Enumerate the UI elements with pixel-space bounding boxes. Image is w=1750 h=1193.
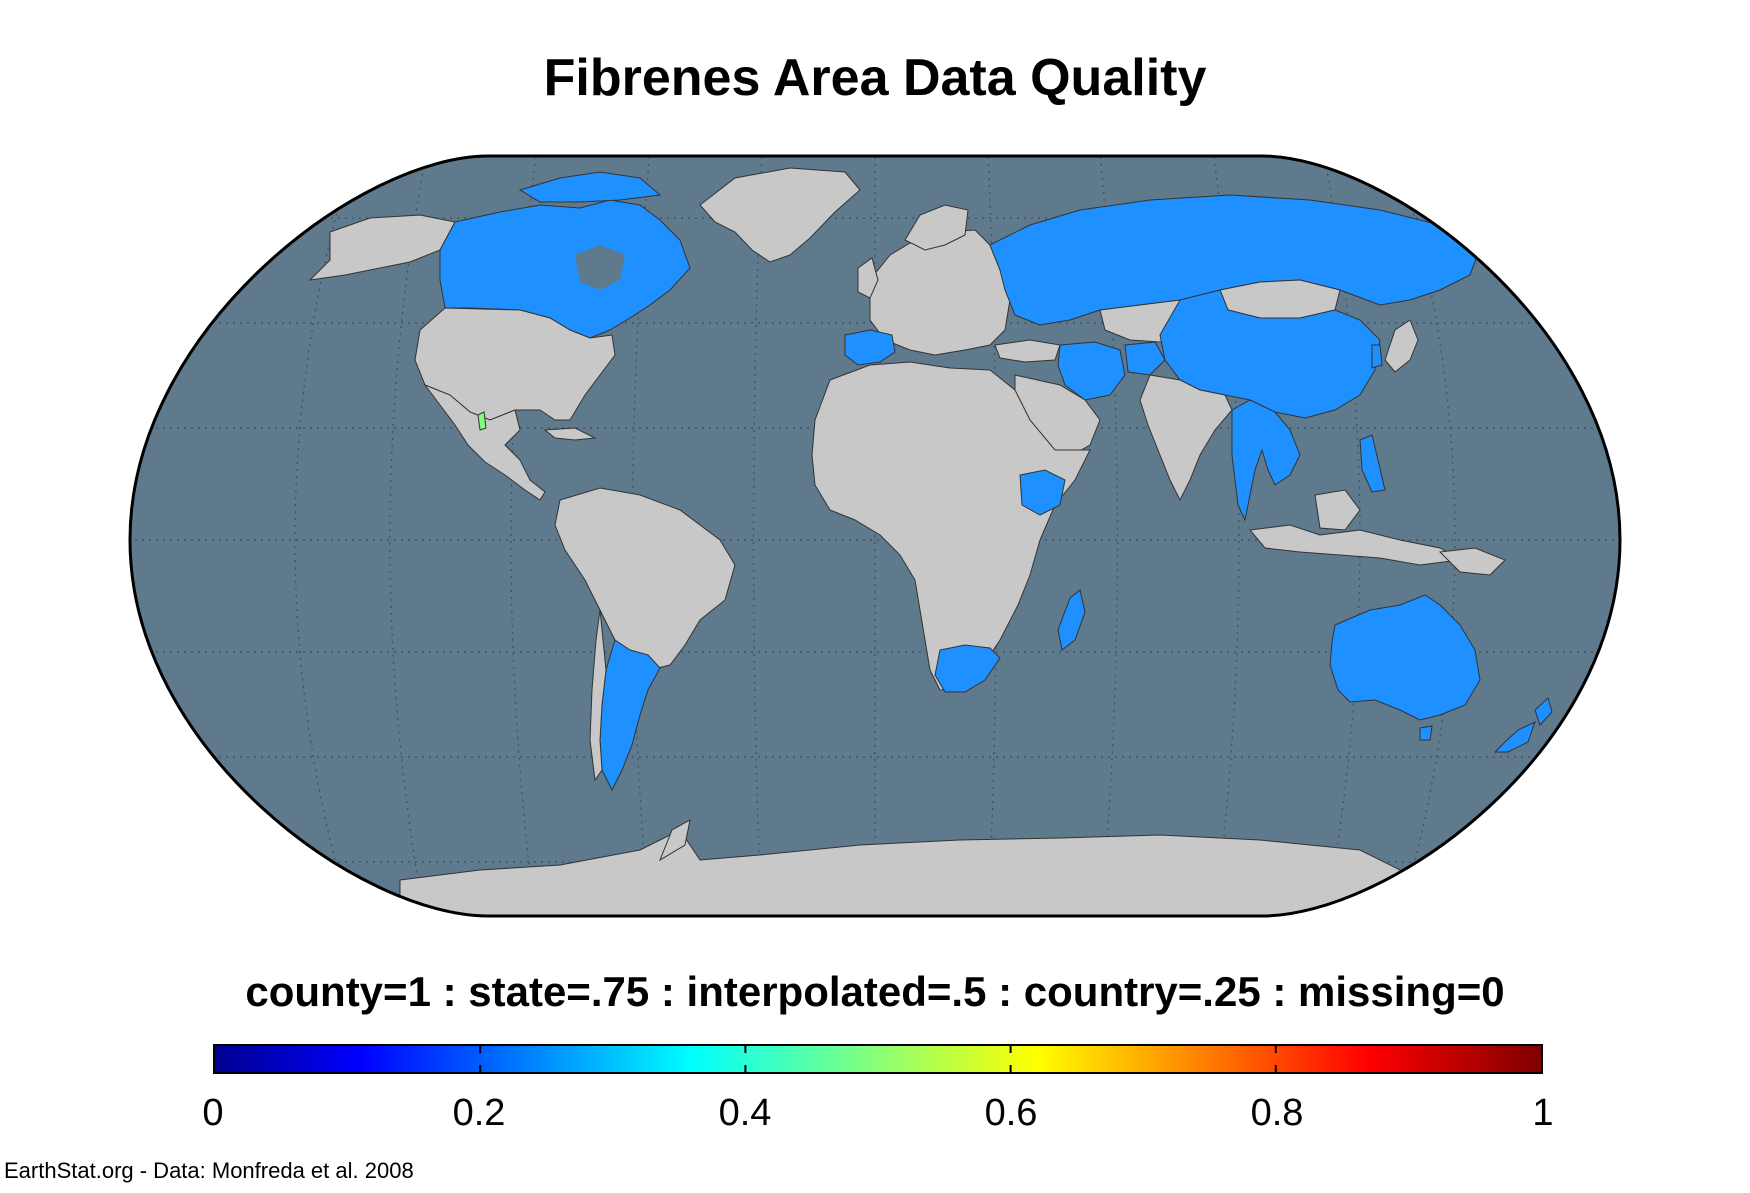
hudson-bay — [575, 245, 625, 290]
colorbar-tick-label: 0 — [202, 1092, 224, 1134]
alaska — [308, 214, 456, 281]
colorbar-tick-label: 1 — [1532, 1092, 1554, 1134]
ethiopia — [1019, 469, 1066, 516]
colorbar-tick-label: 0.2 — [452, 1092, 506, 1134]
legend-title: county=1 : state=.75 : interpolated=.5 :… — [245, 968, 1505, 1015]
colorbar-tick-label: 0.4 — [718, 1092, 772, 1134]
scandinavia — [904, 204, 969, 251]
korea — [1371, 344, 1383, 369]
mexico — [423, 383, 546, 501]
south-africa — [934, 644, 1001, 693]
antarctic-peninsula — [658, 819, 691, 862]
map-title: Fibrenes Area Data Quality — [543, 49, 1207, 107]
colorbar-tick-label: 0.8 — [1250, 1092, 1304, 1134]
cuba — [543, 427, 597, 441]
borneo — [1314, 489, 1361, 531]
chile — [589, 609, 607, 782]
colorbar-gradient — [215, 1046, 1541, 1072]
russia — [989, 194, 1481, 326]
philippines — [1359, 434, 1386, 493]
landmasses — [308, 167, 1553, 916]
turkey — [994, 339, 1061, 363]
canada-arctic-islands — [518, 171, 662, 203]
afghanistan — [1124, 341, 1166, 376]
interpolated-region — [477, 411, 487, 431]
tasmania — [1419, 725, 1433, 741]
colorbar — [213, 1044, 1543, 1074]
new-zealand — [1493, 697, 1553, 753]
india — [1139, 374, 1233, 502]
japan — [1384, 319, 1419, 373]
colorbar-tick-label: 0.6 — [984, 1092, 1038, 1134]
greenland — [699, 167, 861, 263]
new-guinea — [1438, 547, 1506, 576]
iran — [1057, 341, 1126, 401]
united-kingdom — [857, 257, 879, 299]
south-america — [554, 487, 736, 671]
australia — [1329, 594, 1481, 721]
madagascar — [1057, 589, 1086, 651]
credit-text: EarthStat.org - Data: Monfreda et al. 20… — [4, 1158, 414, 1183]
colorbar-svg — [215, 1046, 1541, 1072]
southeast-asia — [1231, 399, 1301, 522]
map-frame — [128, 154, 1622, 918]
spain — [844, 329, 896, 366]
